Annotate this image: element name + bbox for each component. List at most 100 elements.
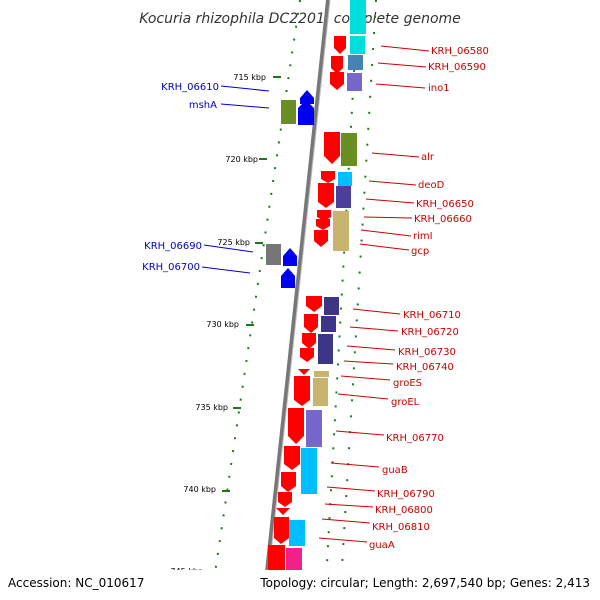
gene-label[interactable]: rimI [413, 231, 433, 242]
gene-label[interactable]: KRH_06790 [377, 489, 435, 500]
label-leader-line [203, 244, 254, 253]
cds-box [347, 73, 362, 91]
gene-label[interactable]: groES [393, 378, 422, 389]
gene-arrow[interactable] [324, 132, 340, 164]
gene-label[interactable]: KRH_06580 [431, 46, 489, 57]
gene-arrow[interactable] [321, 171, 335, 183]
gene-arrow[interactable] [281, 268, 295, 288]
gene-arrow[interactable] [330, 72, 344, 90]
kbp-tick-label: 740 kbp [183, 485, 216, 494]
footer-bar [0, 570, 600, 600]
genome-backbone [262, 0, 330, 600]
gene-label[interactable]: KRH_06710 [403, 310, 461, 321]
gene-label[interactable]: KRH_06810 [372, 522, 430, 533]
cds-box [341, 133, 357, 166]
cds-box [348, 55, 363, 70]
label-leader-line [365, 198, 415, 204]
cds-box [266, 244, 281, 265]
gene-label[interactable]: groEL [391, 397, 420, 408]
cds-box [333, 211, 349, 251]
reverse-gene-labels: KRH_06580 KRH_06590 ino1 alr deoD KRH_06… [318, 45, 489, 551]
gene-arrow[interactable] [288, 408, 304, 444]
kbp-ticks: 715 kbp 720 kbp 725 kbp 730 kbp 735 kbp … [170, 73, 281, 576]
gene-label[interactable]: KRH_06690 [144, 241, 202, 252]
gene-arrow[interactable] [298, 369, 310, 375]
gene-arrow[interactable] [283, 248, 297, 266]
gene-arrow[interactable] [334, 36, 346, 54]
gene-label[interactable]: KRH_06610 [161, 82, 219, 93]
gene-arrow[interactable] [274, 517, 289, 544]
gene-arrow[interactable] [300, 348, 314, 362]
gene-label[interactable]: guaA [369, 540, 395, 551]
cds-box [324, 297, 339, 315]
gene-label[interactable]: KRH_06590 [428, 62, 486, 73]
kbp-tick-label: 725 kbp [217, 238, 250, 247]
cds-box [336, 186, 351, 208]
gene-label[interactable]: KRH_06800 [375, 505, 433, 516]
gene-arrow[interactable] [278, 492, 292, 507]
cds-box [350, 0, 366, 34]
label-leader-line [380, 45, 430, 52]
gene-arrow[interactable] [306, 296, 322, 312]
label-leader-line [360, 229, 412, 237]
genome-title: Kocuria rhizophila DC2201, complete geno… [139, 11, 461, 27]
label-leader-line [352, 308, 401, 315]
label-leader-line [337, 393, 389, 400]
kbp-tick-label: 720 kbp [225, 155, 258, 164]
forward-gene-labels: KRH_06610 mshA KRH_06690 KRH_06700 [142, 82, 270, 274]
label-leader-line [343, 360, 394, 365]
gene-label[interactable]: KRH_06660 [414, 214, 472, 225]
gene-label[interactable]: guaB [382, 465, 408, 476]
gene-arrow[interactable] [316, 219, 330, 230]
label-leader-line [340, 375, 391, 381]
gene-label[interactable]: KRH_06650 [416, 199, 474, 210]
gene-label[interactable]: KRH_06700 [142, 262, 200, 273]
label-leader-line [326, 486, 376, 492]
cds-box [281, 100, 296, 124]
gene-arrow[interactable] [300, 90, 314, 104]
gene-label[interactable]: KRH_06740 [396, 362, 454, 373]
genome-backbone-highlight [265, 0, 331, 600]
label-leader-line [220, 103, 270, 109]
cds-box [321, 316, 336, 332]
gene-arrow[interactable] [317, 210, 331, 221]
topology-text: Topology: circular; Length: 2,697,540 bp… [259, 576, 590, 590]
gene-label[interactable]: KRH_06730 [398, 347, 456, 358]
gene-label[interactable]: ino1 [428, 83, 450, 94]
cds-box [350, 36, 365, 54]
gene-arrow[interactable] [318, 183, 334, 208]
gene-arrow[interactable] [298, 100, 314, 125]
label-leader-line [335, 430, 385, 436]
forward-strand-genes [281, 90, 314, 288]
kbp-tick-label: 715 kbp [233, 73, 266, 82]
gene-label[interactable]: gcp [411, 246, 429, 257]
gene-arrow[interactable] [284, 446, 300, 470]
gene-label[interactable]: KRH_06720 [401, 327, 459, 338]
gene-arrow[interactable] [302, 333, 316, 349]
label-leader-line [375, 83, 426, 89]
label-leader-line [330, 462, 380, 468]
label-leader-line [220, 85, 270, 92]
gene-arrow[interactable] [281, 472, 296, 492]
reverse-strand-genes [268, 36, 346, 600]
label-leader-line [324, 503, 374, 508]
gene-label[interactable]: deoD [418, 180, 445, 191]
label-leader-line [321, 518, 371, 524]
gene-arrow[interactable] [314, 230, 328, 247]
label-leader-line [371, 152, 420, 158]
gene-arrow[interactable] [276, 508, 290, 515]
cds-box [313, 378, 328, 406]
label-leader-line [201, 266, 251, 274]
label-leader-line [318, 537, 368, 543]
gene-label[interactable]: KRH_06770 [386, 433, 444, 444]
gene-label[interactable]: alr [421, 152, 435, 163]
gene-arrow[interactable] [331, 56, 343, 74]
cds-box [318, 334, 333, 364]
gene-arrow[interactable] [304, 314, 318, 333]
gene-arrow[interactable] [294, 376, 310, 406]
label-leader-line [363, 216, 413, 219]
gene-label[interactable]: mshA [189, 100, 217, 111]
label-leader-line [377, 62, 427, 68]
kbp-tick-label: 735 kbp [195, 403, 228, 412]
